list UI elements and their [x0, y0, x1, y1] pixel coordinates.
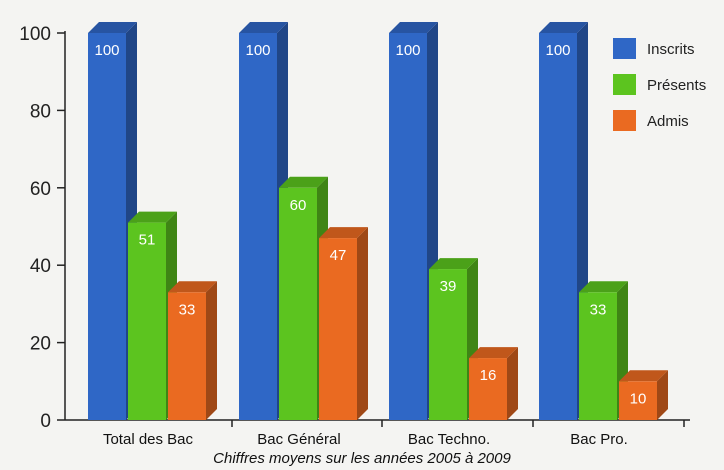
bar-value-label: 33: [179, 301, 196, 318]
bar-front-face: [619, 381, 657, 420]
bar-value-label: 47: [330, 247, 347, 264]
bar-value-label: 100: [395, 42, 420, 59]
bar-value-label: 10: [630, 390, 647, 407]
category-label: Total des Bac: [103, 431, 194, 448]
bar-front-face: [279, 187, 317, 420]
bar-top-face: [279, 176, 328, 188]
bar-top-face: [239, 22, 288, 33]
bar-value-label: 33: [590, 301, 607, 318]
y-tick-label: 20: [30, 334, 51, 355]
bar-value-label: 16: [480, 367, 497, 384]
legend-swatch: [613, 38, 636, 59]
bar-front-face: [579, 292, 617, 420]
category-label: Bac Techno.: [408, 431, 490, 448]
legend-swatch: [613, 74, 636, 95]
bar-value-label: 100: [545, 42, 570, 59]
bar-top-face: [539, 22, 588, 33]
category-label: Bac Pro.: [570, 431, 628, 448]
bar-front-face: [319, 238, 357, 420]
legend-label: Admis: [647, 113, 689, 130]
legend: Inscrits Présents Admis: [613, 38, 706, 131]
y-tick-label: 40: [30, 256, 51, 277]
y-tick-label: 100: [19, 24, 51, 45]
bar-admis: [469, 347, 518, 420]
bar-front-face: [239, 33, 277, 420]
bar-front-face: [429, 269, 467, 420]
bar-value-label: 100: [94, 42, 119, 59]
bar-front-face: [88, 33, 126, 420]
bar-value-label: 51: [139, 232, 156, 249]
y-tick-label: 80: [30, 101, 51, 122]
y-tick-label: 60: [30, 179, 51, 200]
bar-top-face: [469, 347, 518, 359]
bar-top-face: [319, 227, 368, 239]
bar-front-face: [539, 33, 577, 420]
bar-top-face: [619, 370, 668, 382]
bar-presents: [128, 211, 177, 420]
bar-top-face: [128, 211, 177, 223]
legend-label: Inscrits: [647, 41, 695, 58]
bar-front-face: [389, 33, 427, 420]
bar-top-face: [389, 22, 438, 33]
bar-side-face: [507, 347, 518, 420]
bar-value-label: 39: [440, 278, 457, 295]
bar-front-face: [128, 222, 166, 420]
bar-top-face: [429, 258, 478, 270]
category-label: Bac Général: [257, 431, 340, 448]
bar-side-face: [357, 227, 368, 420]
bar-top-face: [579, 281, 628, 293]
bar-admis: [168, 281, 217, 420]
y-tick-label: 0: [40, 411, 51, 432]
legend-swatch: [613, 110, 636, 131]
bar-top-face: [168, 281, 217, 293]
bar-front-face: [469, 358, 507, 420]
bar-top-face: [88, 22, 137, 33]
bar-admis: [319, 227, 368, 420]
bar-front-face: [168, 292, 206, 420]
bar-side-face: [657, 370, 668, 420]
bar-admis: [619, 370, 668, 420]
legend-label: Présents: [647, 77, 706, 94]
bar-side-face: [206, 281, 217, 420]
chart-subtitle: Chiffres moyens sur les années 2005 à 20…: [213, 450, 511, 467]
bar-value-label: 100: [245, 42, 270, 59]
bar-value-label: 60: [290, 197, 307, 214]
